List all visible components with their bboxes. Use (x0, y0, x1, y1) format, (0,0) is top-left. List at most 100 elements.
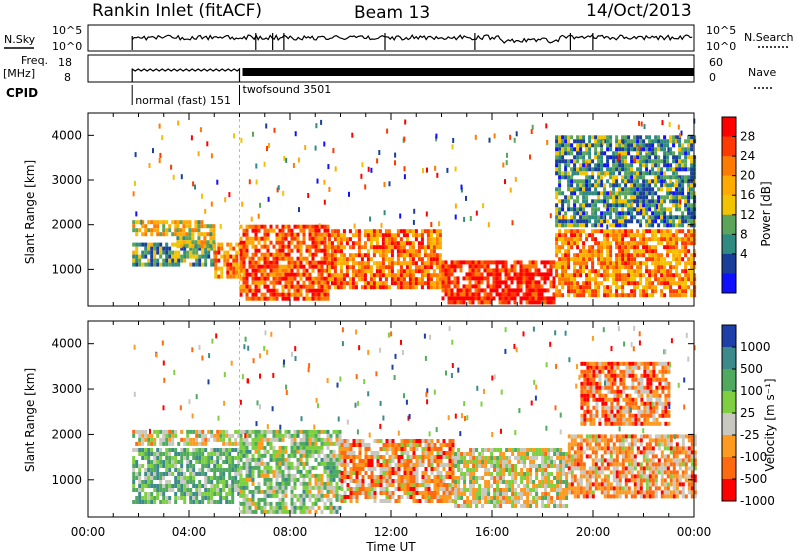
heatmap-cell (263, 268, 267, 273)
heatmap-cell (326, 485, 330, 490)
heatmap-cell (681, 285, 685, 290)
heatmap-cell (693, 183, 697, 188)
heatmap-cell (654, 151, 658, 156)
heatmap-cell (627, 139, 631, 144)
heatmap-cell (429, 233, 433, 238)
heatmap-cell (483, 296, 487, 301)
heatmap-cell (624, 245, 628, 250)
heatmap-cell (323, 224, 327, 229)
heatmap-cell (387, 241, 391, 246)
heatmap-cell (396, 281, 400, 286)
heatmap-cell (266, 260, 270, 265)
heatmap-cell (630, 207, 634, 212)
heatmap-cell (576, 229, 580, 234)
heatmap-cell (254, 501, 258, 506)
heatmap-cell (600, 273, 604, 278)
heatmap-cell (627, 203, 631, 208)
heatmap-cell (311, 501, 315, 506)
heatmap-cell (278, 272, 282, 277)
heatmap-cell (462, 276, 466, 281)
heatmap-cell (370, 475, 374, 479)
heatmap-cell (378, 150, 381, 155)
heatmap-cell (639, 139, 643, 144)
power-heatmap (132, 113, 697, 306)
heatmap-cell (585, 161, 588, 167)
heatmap-cell (180, 472, 184, 476)
heatmap-cell (254, 292, 258, 297)
heatmap-cell (621, 175, 625, 180)
colorbar-swatch (722, 195, 736, 216)
heatmap-cell (690, 273, 694, 278)
heatmap-cell (168, 480, 172, 484)
heatmap-cell (269, 505, 273, 510)
heatmap-cell (284, 485, 288, 490)
heatmap-cell (579, 257, 583, 262)
heatmap-cell (287, 280, 291, 285)
heatmap-cell (594, 183, 598, 188)
heatmap-cell (308, 284, 312, 289)
heatmap-cell (391, 443, 395, 447)
heatmap-cell (576, 237, 580, 242)
heatmap-cell (251, 260, 255, 265)
heatmap-cell (675, 249, 679, 254)
heatmap-cell (472, 456, 476, 460)
heatmap-cell (284, 465, 288, 470)
heatmap-cell (421, 479, 425, 483)
heatmap-cell (345, 237, 349, 242)
heatmap-cell (345, 281, 349, 286)
heatmap-cell (543, 276, 547, 281)
heatmap-cell (144, 242, 148, 247)
heatmap-cell (621, 257, 625, 262)
heatmap-cell (378, 265, 382, 270)
heatmap-cell (594, 223, 598, 228)
heatmap-cell (678, 139, 682, 144)
heatmap-cell (263, 465, 267, 470)
heatmap-cell (603, 233, 607, 238)
heatmap-cell (603, 293, 607, 298)
heatmap-cell (400, 479, 404, 483)
heatmap-cell (237, 472, 241, 476)
heatmap-cell (627, 151, 631, 156)
heatmap-cell (477, 288, 481, 293)
heatmap-cell (579, 285, 583, 290)
heatmap-cell (387, 269, 391, 274)
heatmap-cell (287, 296, 291, 301)
heatmap-cell (657, 265, 661, 270)
heatmap-cell (411, 257, 415, 262)
heatmap-cell (216, 460, 220, 464)
heatmap-cell (150, 232, 154, 237)
heatmap-cell (660, 257, 664, 262)
heatmap-cell (293, 437, 297, 442)
heatmap-cell (606, 257, 610, 262)
heatmap-cell (657, 147, 661, 152)
heatmap-cell (402, 245, 406, 250)
heatmap-cell (294, 131, 297, 137)
heatmap-cell (153, 242, 157, 247)
heatmap-cell (263, 497, 267, 502)
heatmap-cell (330, 265, 334, 270)
heatmap-cell (317, 268, 321, 273)
heatmap-cell (606, 207, 610, 212)
heatmap-cell (216, 456, 220, 460)
heatmap-cell (546, 260, 550, 265)
heatmap-cell (638, 120, 640, 126)
heatmap-cell (305, 437, 309, 442)
heatmap-cell (360, 253, 364, 258)
heatmap-cell (189, 429, 193, 434)
heatmap-cell (260, 441, 264, 446)
heatmap-cell (391, 483, 395, 487)
heatmap-cell (384, 229, 388, 234)
heatmap-cell (391, 467, 395, 471)
heatmap-cell (567, 289, 571, 294)
heatmap-cell (141, 464, 145, 468)
heatmap-cell (615, 203, 619, 208)
heatmap-cell (636, 167, 640, 172)
heatmap-cell (690, 293, 694, 298)
heatmap-cell (639, 293, 643, 298)
heatmap-cell (477, 284, 481, 289)
heatmap-cell (370, 491, 374, 495)
heatmap-cell (487, 448, 491, 452)
heatmap-cell (678, 293, 682, 298)
heatmap-cell (474, 284, 478, 289)
heatmap-cell (588, 257, 592, 262)
